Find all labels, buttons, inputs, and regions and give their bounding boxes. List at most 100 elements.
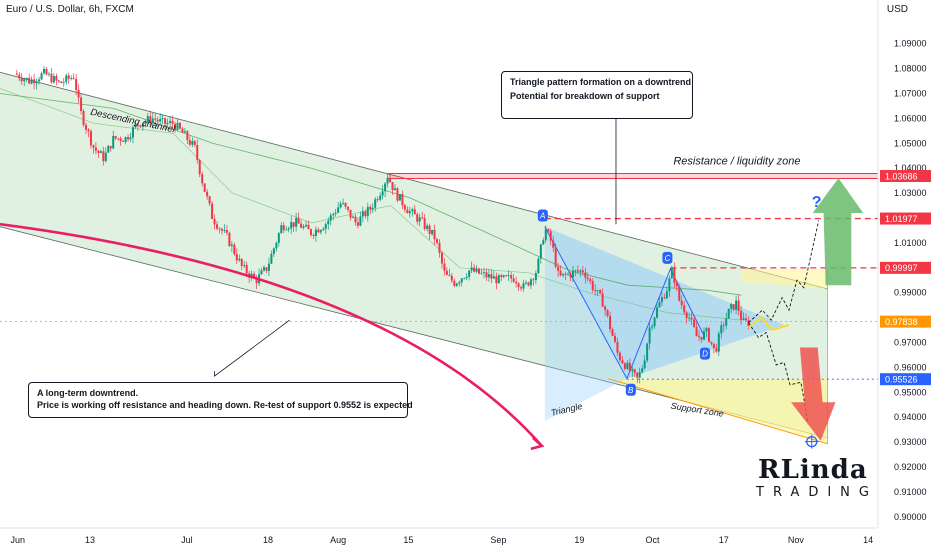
candle-body — [421, 217, 424, 219]
candle-body — [510, 275, 513, 279]
candle-body — [490, 274, 493, 279]
candle-body — [228, 232, 231, 246]
candle-body — [698, 336, 701, 337]
x-tick-label-0: Jun — [11, 535, 26, 545]
candle-body — [159, 118, 162, 122]
candle-body — [740, 310, 743, 320]
candle-body — [418, 217, 421, 222]
candle-body — [735, 300, 738, 310]
candle-body — [334, 212, 337, 215]
candle-body — [445, 270, 448, 275]
candle-body — [124, 137, 127, 142]
candle-body — [198, 159, 201, 175]
candle-body — [631, 369, 634, 372]
candle-body — [151, 118, 154, 124]
level-tag-1 — [880, 212, 931, 225]
candle-body — [591, 281, 594, 291]
trend-callout: A long-term downtrend. Price is working … — [28, 382, 413, 418]
candle-body — [450, 275, 453, 281]
downtrend-curve — [0, 222, 543, 447]
candle-body — [344, 202, 347, 207]
candle-body — [42, 68, 45, 74]
logo-line-1: RLinda — [758, 455, 868, 485]
x-tick-label-1: 13 — [85, 535, 95, 545]
brand-logo: RLinda TRADING — [732, 455, 869, 503]
candle-body — [596, 290, 599, 291]
candle-body — [589, 279, 592, 282]
candle-body — [611, 329, 614, 336]
level-tag-2 — [880, 261, 931, 274]
candle-body — [660, 297, 663, 303]
candle-body — [92, 145, 95, 148]
trend-callout-line-1: A long-term downtrend. — [37, 388, 139, 398]
trend-callout-line-2: Price is working off resistance and head… — [37, 400, 413, 411]
candle-body — [80, 97, 83, 112]
x-tick-label-3: 18 — [263, 535, 273, 545]
candle-body — [495, 276, 498, 284]
candle-body — [117, 138, 120, 140]
candle-body — [440, 252, 443, 264]
triangle-callout-line-1: Triangle pattern formation on a downtren… — [510, 77, 692, 87]
candle-body — [569, 273, 572, 278]
candle-body — [500, 275, 503, 278]
price-axis-bg — [878, 0, 932, 550]
logo-line-2: TRADING — [756, 485, 878, 500]
candle-body — [557, 266, 560, 271]
candle-body — [354, 216, 357, 223]
x-tick-label-7: 19 — [574, 535, 584, 545]
candle-body — [680, 300, 683, 306]
candle-body — [364, 211, 367, 217]
candle-body — [305, 224, 308, 227]
y-tick-label-16: 0.90000 — [894, 512, 927, 522]
candle-body — [549, 231, 552, 241]
candle-body — [156, 119, 159, 122]
candle-body — [213, 218, 216, 225]
x-tick-label-9: 17 — [719, 535, 729, 545]
candle-body — [196, 144, 199, 160]
candle-body — [277, 233, 280, 243]
forecast-bear-path — [748, 322, 809, 421]
candle-body — [433, 229, 436, 240]
channel-upper-line — [0, 71, 828, 290]
candle-body — [532, 279, 535, 281]
candle-body — [356, 222, 359, 226]
candle-body — [342, 202, 345, 204]
candle-body — [673, 268, 676, 283]
candle-body — [386, 178, 389, 184]
candle-body — [287, 228, 290, 230]
candle-body — [33, 79, 36, 84]
candle-body — [94, 147, 97, 151]
candle-body — [220, 228, 223, 231]
candle-body — [448, 274, 451, 276]
y-tick-label-10: 0.96000 — [894, 362, 927, 372]
candle-body — [455, 283, 458, 286]
candle-body — [725, 318, 728, 326]
point-C-badge — [662, 251, 673, 264]
candle-body — [85, 124, 88, 130]
candle-body — [166, 122, 169, 124]
candle-body — [154, 118, 157, 120]
candle-body — [658, 302, 661, 308]
level-band-0 — [387, 173, 878, 179]
level-tag-label-4: 0.95526 — [885, 374, 918, 384]
candle-body — [260, 270, 263, 275]
level-tag-label-0: 1.03686 — [885, 171, 918, 181]
y-tick-label-12: 0.94000 — [894, 412, 927, 422]
candle-body — [238, 258, 241, 261]
candle-body — [99, 151, 102, 154]
candle-body — [702, 331, 705, 340]
candle-body — [119, 138, 122, 141]
candle-body — [127, 137, 130, 140]
forecast-range-path — [747, 316, 790, 332]
candle-body — [707, 328, 710, 342]
candle-body — [584, 272, 587, 278]
candle-body — [30, 79, 33, 84]
candle-body — [171, 120, 174, 124]
candle-body — [403, 205, 406, 210]
candle-body — [139, 125, 142, 127]
candle-body — [408, 211, 411, 214]
candle-body — [507, 275, 510, 277]
candle-body — [653, 317, 656, 327]
y-tick-label-14: 0.92000 — [894, 462, 927, 472]
